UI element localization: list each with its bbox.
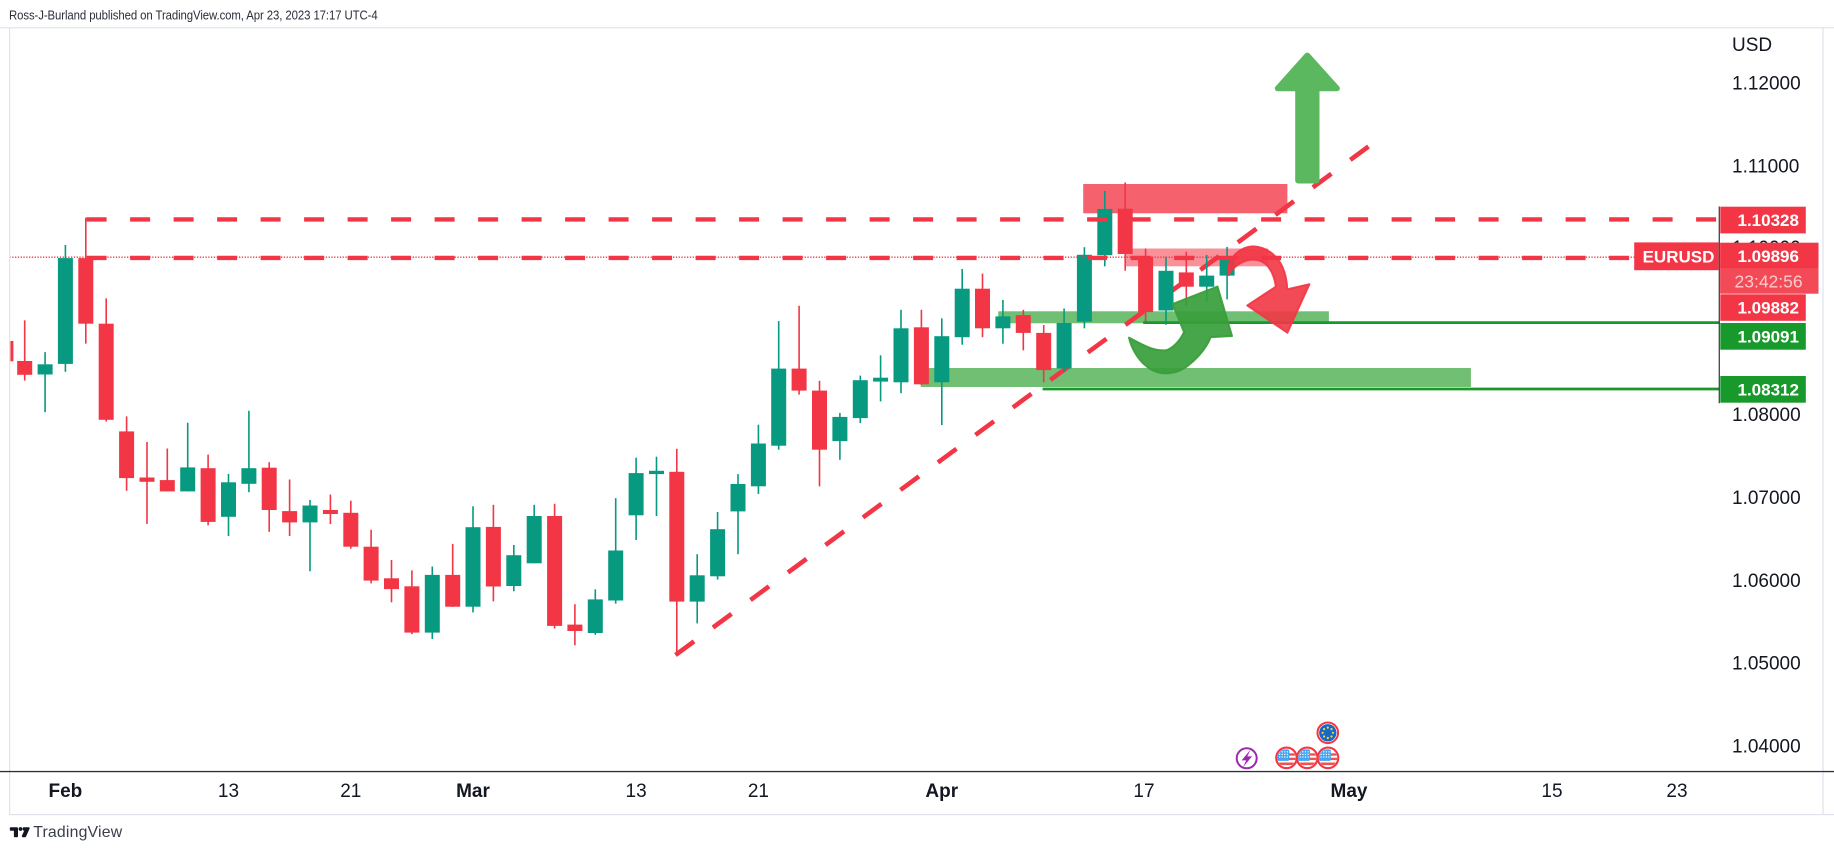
svg-text:23: 23 xyxy=(1666,781,1687,802)
svg-text:May: May xyxy=(1331,781,1368,802)
svg-text:17: 17 xyxy=(1133,781,1154,802)
svg-text:21: 21 xyxy=(340,781,361,802)
svg-text:15: 15 xyxy=(1541,781,1562,802)
svg-text:EURUSD: EURUSD xyxy=(1643,248,1715,267)
svg-text:1.09091: 1.09091 xyxy=(1738,327,1799,346)
svg-text:23:42:56: 23:42:56 xyxy=(1735,271,1803,291)
svg-text:Mar: Mar xyxy=(456,781,490,802)
svg-text:1.08312: 1.08312 xyxy=(1738,380,1799,399)
svg-text:1.11000: 1.11000 xyxy=(1732,156,1799,177)
svg-text:1.09882: 1.09882 xyxy=(1738,299,1799,318)
svg-text:USD: USD xyxy=(1732,35,1772,56)
svg-text:1.09896: 1.09896 xyxy=(1738,247,1799,266)
svg-text:Apr: Apr xyxy=(925,781,958,802)
svg-text:1.08000: 1.08000 xyxy=(1732,405,1801,426)
svg-text:21: 21 xyxy=(748,781,769,802)
svg-text:13: 13 xyxy=(218,781,239,802)
svg-text:1.05000: 1.05000 xyxy=(1732,654,1801,675)
svg-text:TradingView: TradingView xyxy=(33,824,123,841)
svg-text:1.07000: 1.07000 xyxy=(1732,488,1801,509)
svg-text:1.12000: 1.12000 xyxy=(1732,74,1801,95)
svg-text:1.10328: 1.10328 xyxy=(1738,211,1799,230)
svg-text:Feb: Feb xyxy=(49,781,83,802)
svg-text:13: 13 xyxy=(626,781,647,802)
svg-text:1.04000: 1.04000 xyxy=(1732,737,1801,758)
svg-text:Ross-J-Burland published on Tr: Ross-J-Burland published on TradingView.… xyxy=(9,8,378,23)
svg-text:1.06000: 1.06000 xyxy=(1732,571,1801,592)
